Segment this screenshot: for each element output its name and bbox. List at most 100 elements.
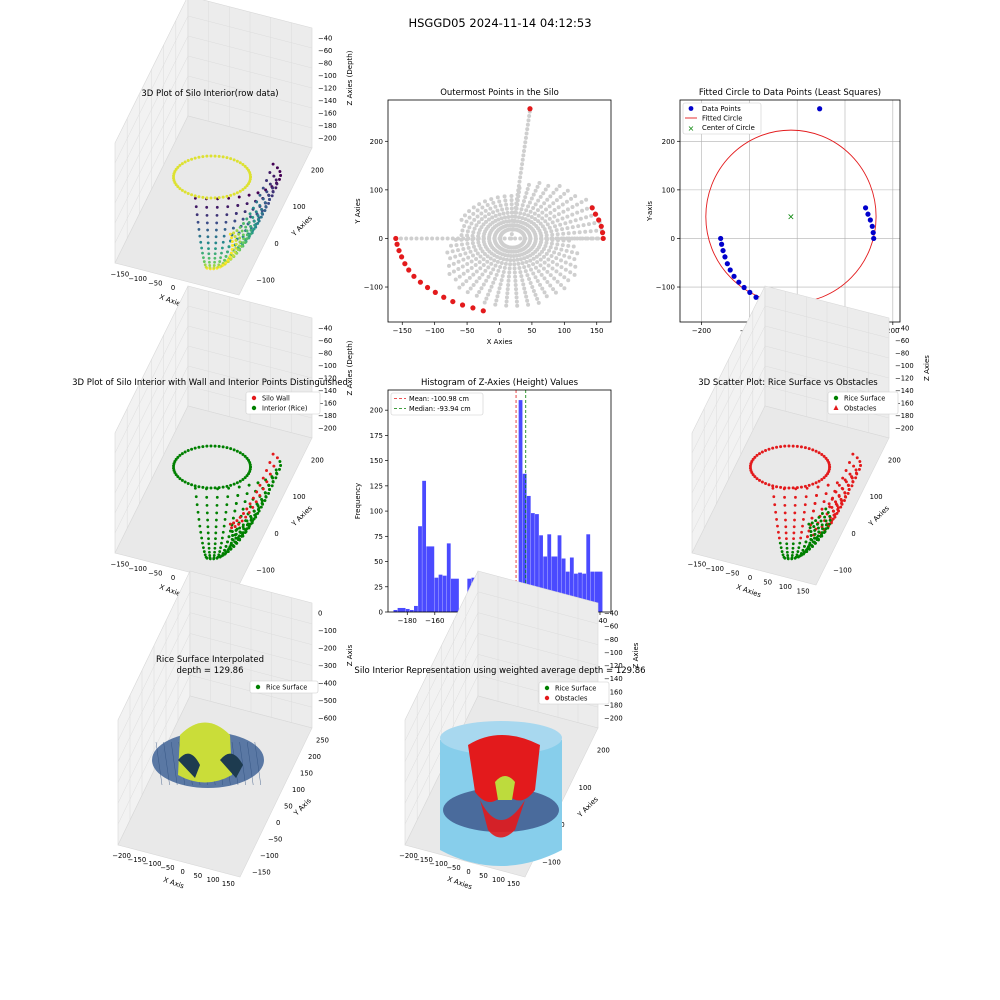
inner-point [493, 213, 498, 218]
surface-point [214, 525, 218, 529]
inner-point [526, 302, 531, 307]
inner-point [558, 282, 563, 287]
rim-point [799, 445, 803, 449]
legend-label: Median: -93.94 cm [409, 405, 471, 413]
inner-point [508, 253, 513, 258]
inner-point [524, 191, 529, 196]
inner-point [496, 268, 501, 273]
z-tick-label: −40 [318, 35, 332, 43]
inner-point [549, 241, 554, 246]
rim-point [764, 448, 768, 452]
surface-point [257, 218, 260, 221]
rim-point [193, 194, 197, 198]
inner-point [471, 205, 476, 210]
rim-point [197, 155, 201, 159]
surface-point [218, 550, 222, 553]
surface-point [267, 484, 271, 487]
inner-point [538, 257, 543, 262]
surface-point [791, 546, 795, 550]
surface-point [203, 263, 207, 267]
grid-line [691, 305, 766, 454]
y-tick-label: 150 [370, 457, 383, 465]
legend-box [249, 680, 319, 694]
surface-point [245, 229, 249, 233]
surface-point [230, 530, 234, 533]
inner-point [570, 236, 575, 241]
surface-point [214, 531, 218, 535]
inner-point [561, 231, 566, 236]
obstacle-shape [468, 735, 540, 802]
surface-point [215, 213, 219, 217]
rim-point [205, 154, 209, 158]
inner-point [521, 282, 526, 287]
y-axis-label: Y Axies [354, 198, 362, 225]
rim-point [248, 463, 252, 467]
rim-point [205, 196, 209, 200]
inner-point [541, 191, 546, 196]
surface-point [783, 503, 787, 507]
inner-point [514, 295, 519, 300]
inner-point [558, 272, 563, 277]
surface-point [228, 255, 232, 259]
rim-point [238, 189, 242, 193]
hist-bar [535, 514, 539, 612]
inner-point [519, 166, 524, 171]
surface-point [820, 531, 824, 535]
inner-point [554, 256, 559, 261]
inner-point [544, 233, 549, 238]
surface-point [274, 186, 278, 190]
inner-point [467, 275, 472, 280]
inner-point [472, 226, 477, 231]
inner-point [484, 219, 489, 224]
surface-point [194, 205, 198, 209]
surface-point [233, 219, 237, 223]
inner-point [509, 193, 514, 198]
x-tick-label: 100 [207, 876, 220, 884]
inner-point [483, 214, 488, 219]
inner-point [474, 293, 479, 298]
z-tick-label: −80 [318, 60, 332, 68]
surface-point [238, 526, 242, 530]
z-tick-label: −80 [604, 636, 618, 644]
inner-point [523, 236, 528, 241]
rim-point [180, 478, 184, 482]
inner-point [575, 251, 580, 256]
inner-point [515, 192, 520, 197]
surface-point [213, 252, 217, 256]
inner-point [554, 236, 559, 241]
z-tick-label: −100 [318, 72, 337, 80]
surface-point [237, 522, 241, 526]
rim-point [760, 480, 764, 484]
surface-point [205, 221, 209, 225]
legend-marker [833, 405, 839, 410]
plot-p2: −150 −100 −50 0 50 100 150 −100 0 100 200 Outermost… [354, 88, 612, 346]
inner-point [445, 250, 450, 255]
inner-point [504, 257, 509, 262]
inner-point [554, 246, 559, 251]
inner-point [492, 236, 497, 241]
x-tick-label: −180 [398, 617, 417, 625]
inner-point [481, 282, 486, 287]
plot-p6: −150−100−500501001502001000−100−40−60−80… [688, 285, 931, 599]
inner-point [484, 278, 489, 283]
surface-point [243, 241, 247, 244]
surface-point [821, 512, 824, 515]
surface-point [785, 546, 789, 550]
inner-point [498, 203, 503, 208]
inner-point [465, 290, 470, 295]
surface-point [814, 519, 818, 523]
inner-point [545, 269, 550, 274]
x-tick-label: 50 [479, 872, 488, 880]
x-tick-label: −50 [446, 864, 460, 872]
x-tick-label: −100 [128, 275, 147, 283]
z-tick-label: −120 [318, 375, 337, 383]
surface-point [201, 541, 204, 545]
rim-point [213, 444, 217, 448]
y-axis-label: Y Axies [290, 214, 315, 239]
inner-point [558, 222, 563, 227]
rim-point [176, 185, 180, 189]
inner-point [526, 182, 531, 187]
surface-point [238, 516, 242, 519]
inner-point [554, 187, 559, 192]
inner-point [473, 248, 478, 253]
